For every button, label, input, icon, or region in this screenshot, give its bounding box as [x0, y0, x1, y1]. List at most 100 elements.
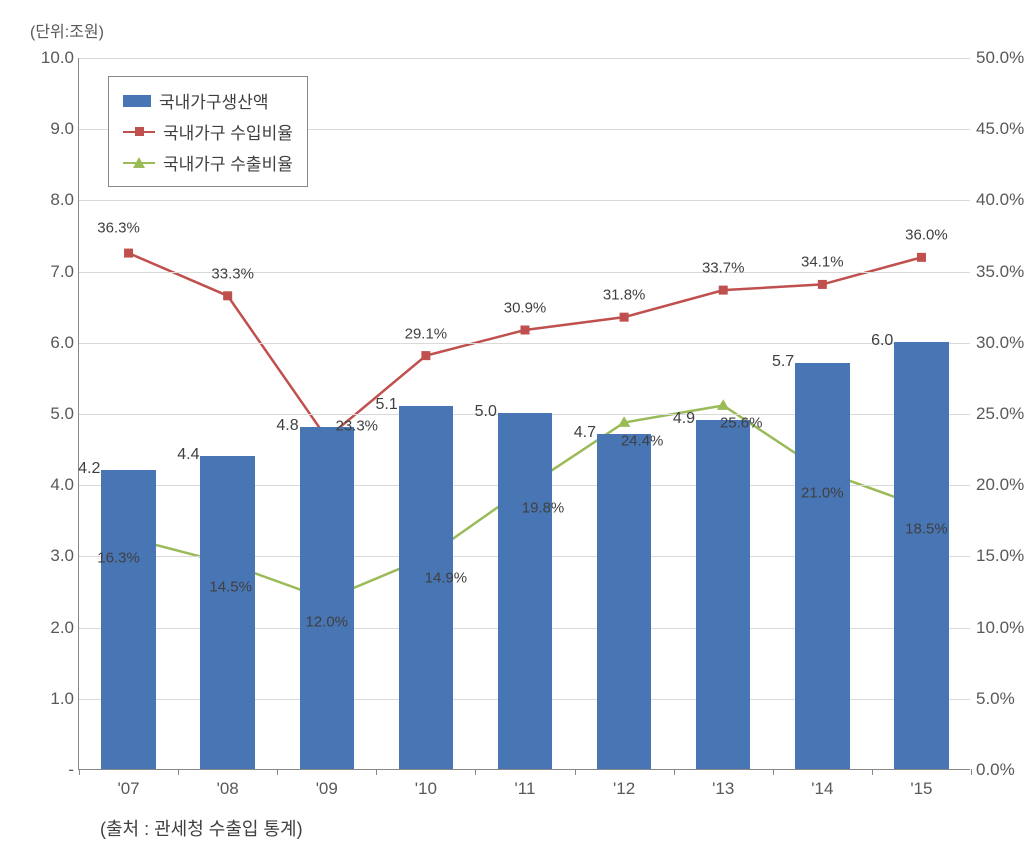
export-series-value-label: 25.6% [720, 415, 763, 432]
y2-tick-label: 15.0% [976, 546, 1029, 566]
import-series-value-label: 33.3% [211, 265, 254, 282]
y1-tick-label: 2.0 [19, 618, 74, 638]
y2-tick-label: 35.0% [976, 262, 1029, 282]
y2-tick-label: 20.0% [976, 475, 1029, 495]
import-series-marker [421, 351, 430, 360]
import-series-value-label: 31.8% [603, 287, 646, 304]
y1-tick-label: 10.0 [19, 48, 74, 68]
bar-value-label: 4.4 [177, 446, 199, 464]
x-tick-mark [376, 769, 377, 775]
export-series-value-label: 12.0% [305, 614, 348, 631]
import-series-value-label: 36.3% [97, 220, 140, 237]
bar-value-label: 5.1 [376, 396, 398, 414]
export-series-value-label: 21.0% [801, 484, 844, 501]
bar [894, 342, 949, 769]
chart-container: (단위:조원) -0.0%1.05.0%2.010.0%3.015.0%4.02… [10, 10, 1019, 843]
y1-tick-label: 5.0 [19, 404, 74, 424]
y1-tick-label: - [19, 760, 74, 780]
x-tick-label: '11 [515, 779, 536, 799]
y1-tick-label: 3.0 [19, 546, 74, 566]
x-tick-mark [674, 769, 675, 775]
y1-tick-label: 6.0 [19, 333, 74, 353]
y1-unit-label: (단위:조원) [30, 18, 104, 42]
legend: 국내가구생산액 국내가구 수입비율 국내가구 수출비율 [108, 76, 308, 187]
y2-tick-label: 5.0% [976, 689, 1029, 709]
import-series-value-label: 23.3% [335, 418, 378, 435]
legend-import-swatch [123, 125, 155, 139]
export-series-value-label: 14.5% [209, 578, 252, 595]
y2-tick-label: 40.0% [976, 190, 1029, 210]
x-tick-mark [475, 769, 476, 775]
x-tick-mark [178, 769, 179, 775]
y2-tick-label: 25.0% [976, 404, 1029, 424]
y1-tick-label: 1.0 [19, 689, 74, 709]
gridline [79, 200, 970, 201]
legend-item-import: 국내가구 수입비율 [123, 116, 293, 147]
source-label: (출처 : 관세청 수출입 통계) [100, 815, 303, 841]
import-series-value-label: 33.7% [702, 260, 745, 277]
y2-tick-label: 45.0% [976, 119, 1029, 139]
import-series-value-label: 29.1% [405, 325, 448, 342]
bar-value-label: 4.8 [276, 417, 298, 435]
import-series-value-label: 36.0% [905, 227, 948, 244]
legend-item-bars: 국내가구생산액 [123, 85, 293, 116]
x-tick-mark [79, 769, 80, 775]
import-series-marker [620, 313, 629, 322]
x-tick-mark [872, 769, 873, 775]
import-series-value-label: 30.9% [504, 299, 547, 316]
x-tick-label: '14 [811, 779, 833, 799]
y1-tick-label: 7.0 [19, 262, 74, 282]
bar-value-label: 4.2 [78, 460, 100, 478]
y2-tick-label: 0.0% [976, 760, 1029, 780]
x-tick-label: '13 [712, 779, 734, 799]
bar [200, 456, 255, 769]
import-series-marker [223, 291, 232, 300]
x-tick-mark [575, 769, 576, 775]
legend-export-swatch [123, 156, 155, 170]
x-tick-label: '07 [117, 779, 139, 799]
export-series-value-label: 19.8% [522, 500, 565, 517]
bar [498, 413, 553, 769]
x-tick-label: '15 [910, 779, 932, 799]
export-series-value-label: 14.9% [425, 569, 468, 586]
x-tick-label: '12 [613, 779, 635, 799]
legend-bars-label: 국내가구생산액 [159, 88, 268, 113]
import-series-marker [124, 249, 133, 258]
bar [795, 363, 850, 769]
legend-item-export: 국내가구 수출비율 [123, 147, 293, 178]
bar [597, 434, 652, 769]
bar-value-label: 4.7 [574, 424, 596, 442]
x-tick-label: '09 [316, 779, 338, 799]
x-tick-label: '08 [217, 779, 239, 799]
x-tick-mark [277, 769, 278, 775]
export-series-value-label: 18.5% [905, 520, 948, 537]
bar [101, 470, 156, 769]
import-series-value-label: 34.1% [801, 254, 844, 271]
y1-tick-label: 4.0 [19, 475, 74, 495]
bar [399, 406, 454, 769]
export-series-marker [618, 416, 631, 427]
bar [696, 420, 751, 769]
import-series-marker [521, 325, 530, 334]
x-tick-mark [971, 769, 972, 775]
export-series-value-label: 16.3% [97, 549, 140, 566]
legend-export-label: 국내가구 수출비율 [163, 150, 293, 175]
y1-tick-label: 8.0 [19, 190, 74, 210]
bar-value-label: 4.9 [673, 410, 695, 428]
import-series-marker [818, 280, 827, 289]
y1-tick-label: 9.0 [19, 119, 74, 139]
import-series-marker [719, 286, 728, 295]
gridline [79, 58, 970, 59]
y2-tick-label: 50.0% [976, 48, 1029, 68]
legend-import-label: 국내가구 수입비율 [163, 119, 293, 144]
x-tick-label: '10 [415, 779, 437, 799]
bar [300, 427, 355, 769]
bar-value-label: 5.7 [772, 353, 794, 371]
legend-bar-swatch [123, 95, 151, 107]
export-series-marker [717, 399, 730, 410]
bar-value-label: 5.0 [475, 403, 497, 421]
export-series-value-label: 24.4% [621, 432, 664, 449]
import-series-marker [917, 253, 926, 262]
bar-value-label: 6.0 [871, 332, 893, 350]
gridline [79, 343, 970, 344]
